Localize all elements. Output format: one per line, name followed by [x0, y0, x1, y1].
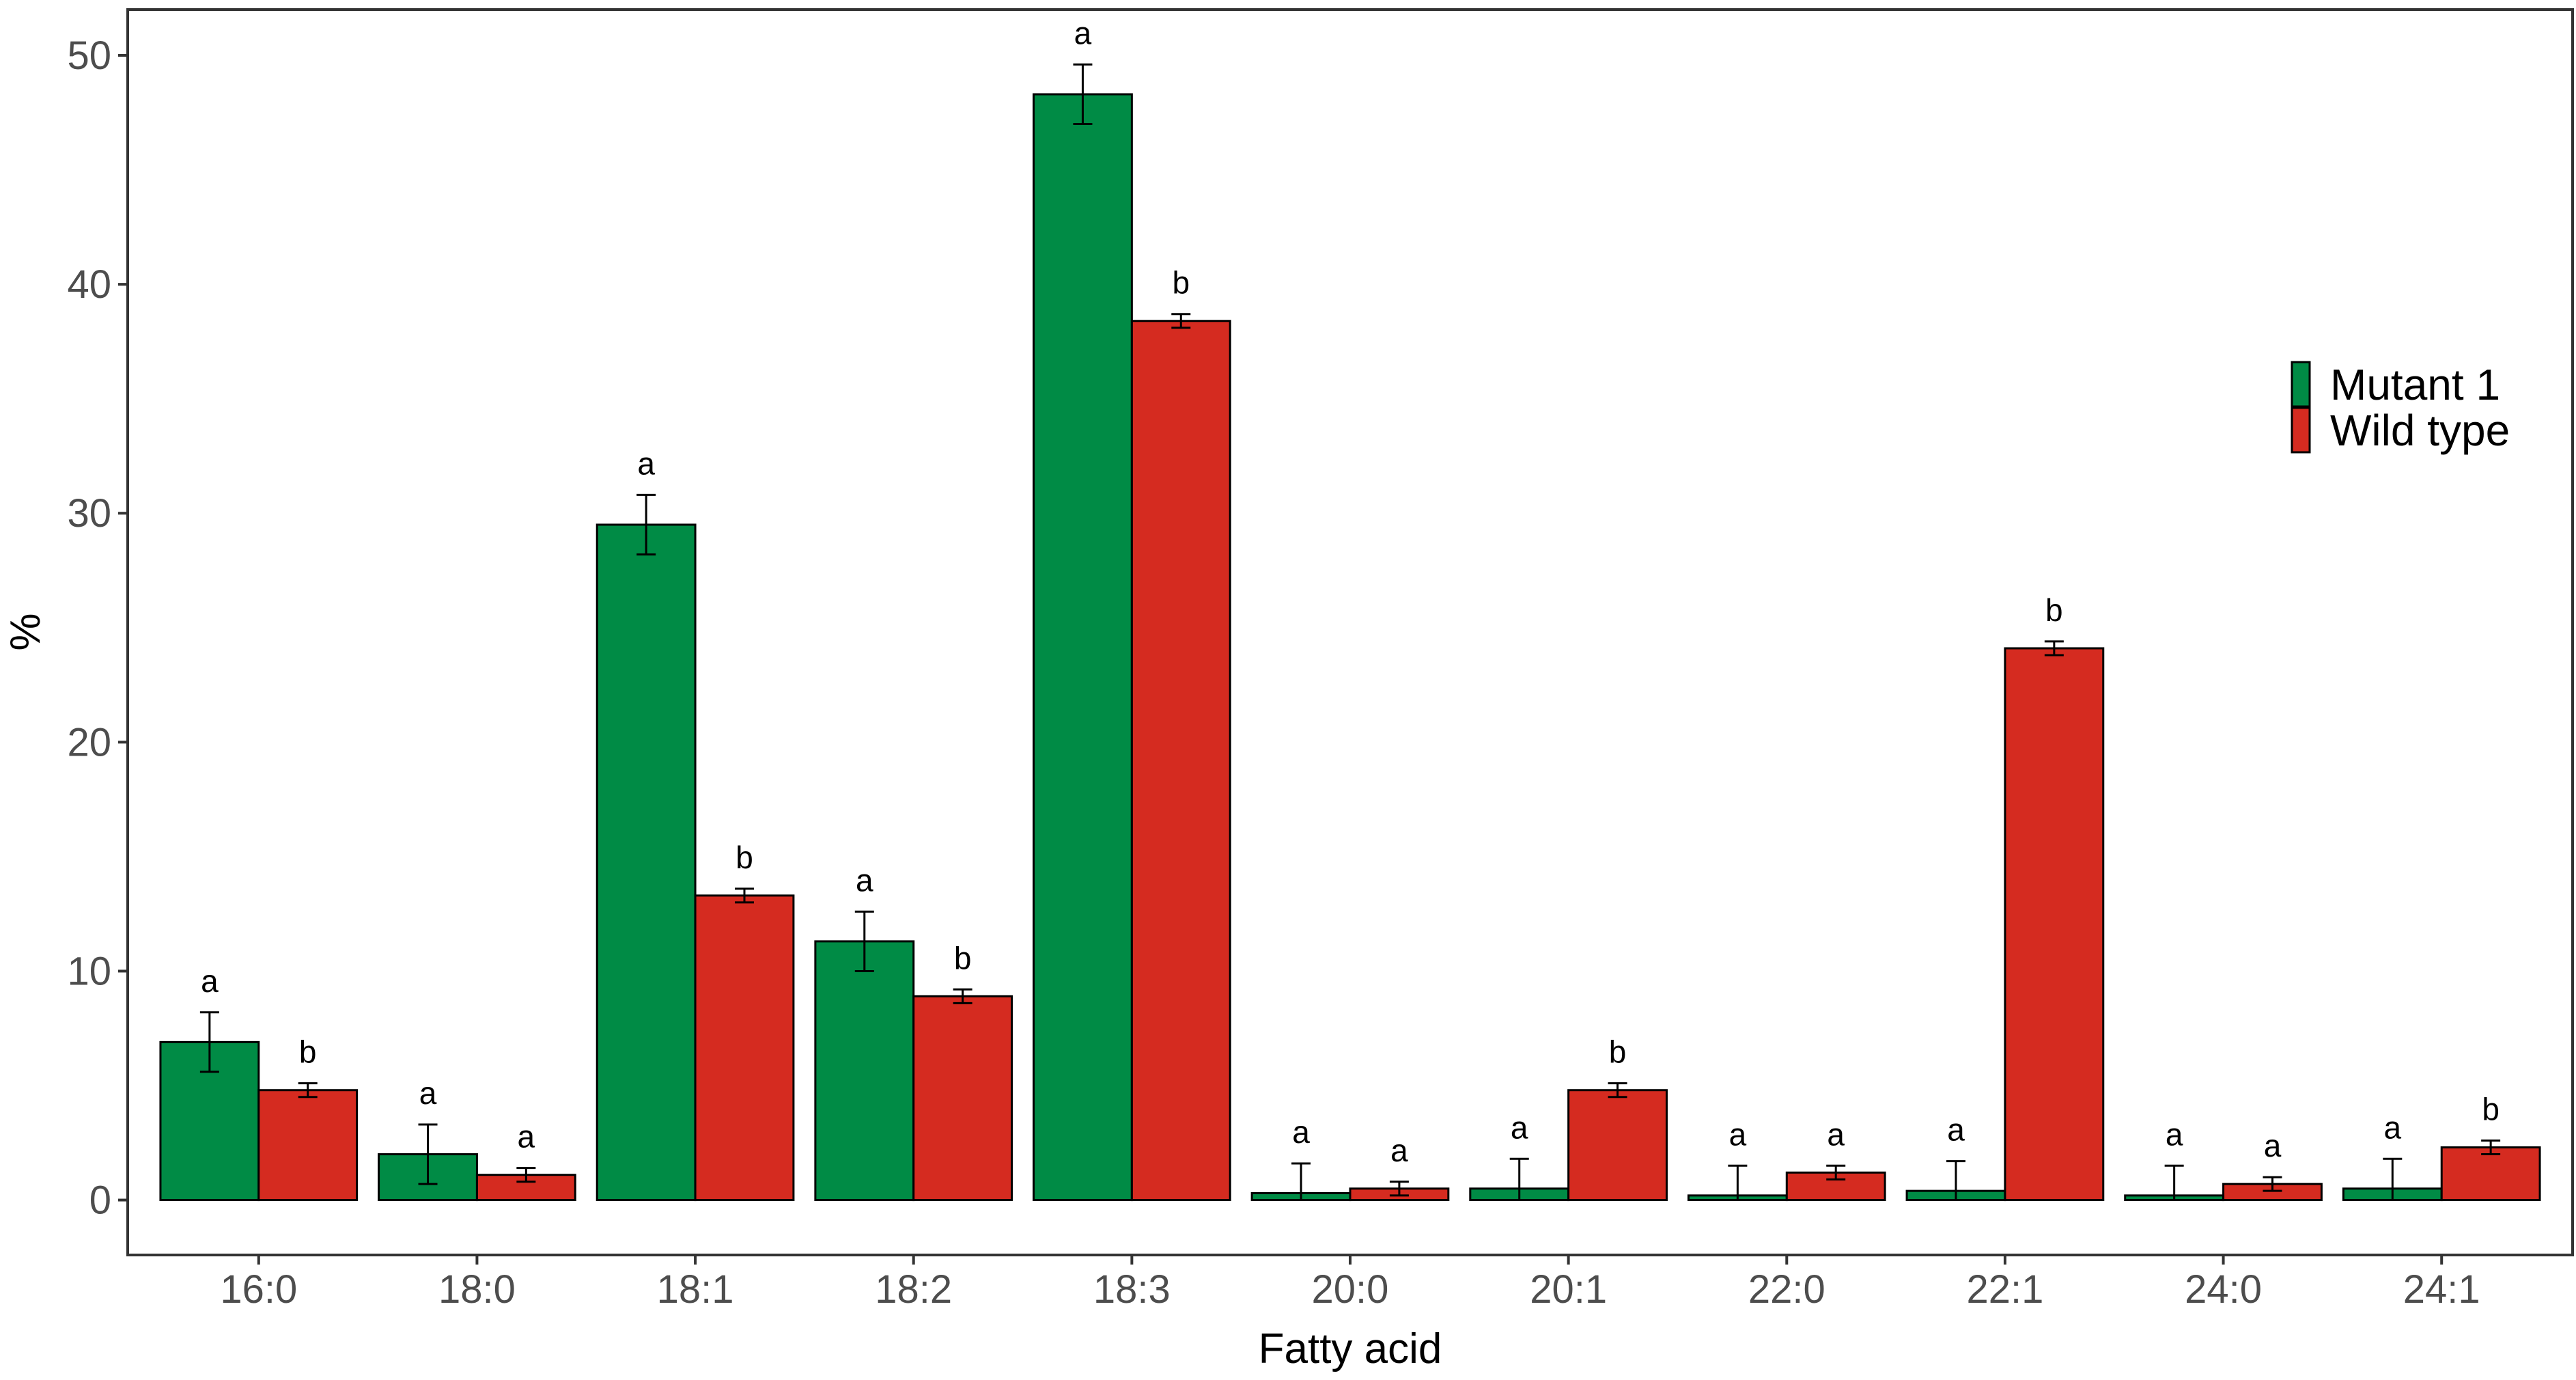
legend-swatch-wild-type [2291, 406, 2311, 454]
legend-label-wild-type: Wild type [2330, 406, 2510, 455]
bar-wild-type [694, 894, 795, 1202]
significance-label: a [856, 862, 873, 898]
legend: Mutant 1 Wild type [2291, 360, 2510, 455]
y-tick-label: 50 [67, 33, 111, 78]
significance-label: b [299, 1034, 317, 1070]
x-tick-label: 20:1 [1530, 1267, 1607, 1312]
x-tick-label: 22:1 [1966, 1267, 2043, 1312]
y-tick-label: 0 [89, 1178, 111, 1223]
bar-wild-type [257, 1089, 359, 1202]
x-tick-label: 18:1 [657, 1267, 734, 1312]
significance-label: a [1292, 1114, 1310, 1150]
significance-label: a [1729, 1116, 1747, 1152]
significance-label: b [736, 840, 753, 875]
y-axis: 0 10 20 30 40 50 [67, 33, 128, 1223]
significance-label: a [1390, 1133, 1408, 1168]
significance-label: a [2166, 1116, 2183, 1152]
significance-label: b [2482, 1091, 2500, 1127]
x-tick-label: 18:3 [1093, 1267, 1171, 1312]
y-tick-label: 40 [67, 262, 111, 307]
significance-label: a [1511, 1109, 1528, 1145]
x-tick-label: 18:2 [875, 1267, 952, 1312]
significance-label: a [1827, 1116, 1845, 1152]
plot-panel [126, 8, 2574, 1256]
significance-label: a [1074, 15, 1092, 51]
bar-mutant-1 [596, 523, 697, 1202]
significance-label: b [1609, 1034, 1627, 1070]
bar-wild-type [912, 995, 1013, 1202]
bar-mutant-1 [814, 940, 915, 1202]
y-tick-label: 30 [67, 491, 111, 536]
significance-label: a [637, 445, 655, 481]
x-tick-label: 16:0 [220, 1267, 297, 1312]
x-tick-label: 20:0 [1312, 1267, 1389, 1312]
significance-label: a [2383, 1109, 2401, 1145]
x-tick-label: 24:0 [2185, 1267, 2262, 1312]
y-axis-title: % [2, 613, 49, 650]
x-tick-label: 18:0 [438, 1267, 516, 1312]
bars-group [159, 93, 2541, 1202]
bar-wild-type [2440, 1146, 2541, 1202]
x-axis-title: Fatty acid [1259, 1325, 1442, 1372]
x-tick-label: 24:1 [2403, 1267, 2480, 1312]
legend-swatch-mutant-1 [2291, 361, 2311, 408]
x-axis: 16:0 18:0 18:1 18:2 18:3 20:0 20:1 22:0 22:1 24:0… [220, 1255, 2480, 1312]
significance-label: a [2264, 1128, 2282, 1163]
legend-label-mutant-1: Mutant 1 [2330, 360, 2500, 409]
y-tick-label: 10 [67, 949, 111, 993]
bar-wild-type [1567, 1089, 1668, 1202]
bar-wild-type [1130, 320, 1231, 1202]
y-tick-label: 20 [67, 720, 111, 764]
significance-labels-group: a b a a a b a b a b a a a b a a a b a a a b [201, 15, 2500, 1168]
significance-label: a [518, 1119, 535, 1155]
bar-wild-type [2004, 647, 2105, 1202]
significance-label: a [1947, 1112, 1965, 1148]
significance-label: b [954, 940, 972, 976]
bar-mutant-1 [1033, 93, 1133, 1202]
significance-label: b [2045, 592, 2063, 628]
x-tick-label: 22:0 [1748, 1267, 1825, 1312]
error-bars-group [199, 63, 2501, 1200]
significance-label: b [1172, 265, 1190, 301]
significance-label: a [419, 1075, 437, 1111]
significance-label: a [201, 963, 219, 999]
